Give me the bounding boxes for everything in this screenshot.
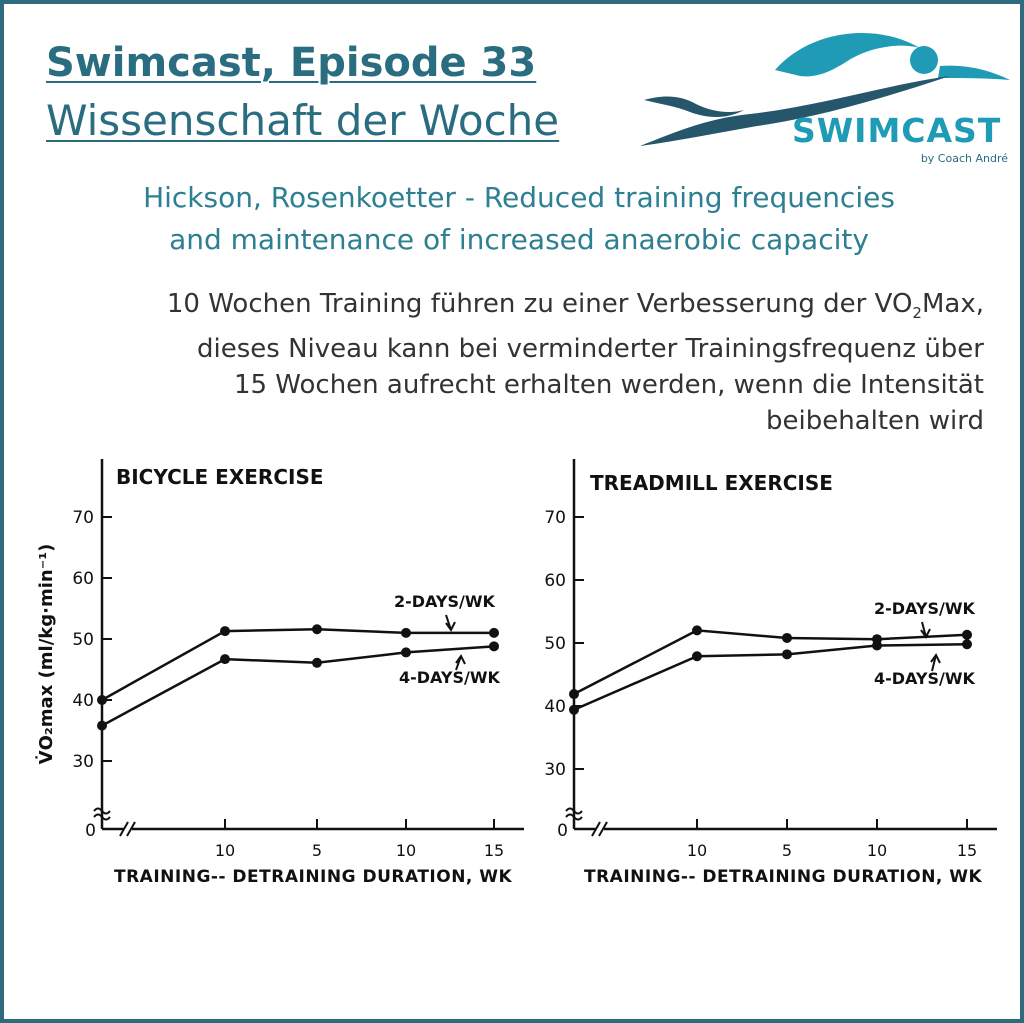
data-point: [401, 647, 411, 658]
y-tick-label: 70: [72, 508, 94, 528]
episode-subtitle: Wissenschaft der Woche: [46, 96, 560, 145]
series-label: 4-DAYS/WK: [874, 669, 976, 688]
x-tick-label: 15: [957, 841, 977, 860]
data-point: [569, 704, 579, 715]
subscript: 2: [912, 304, 922, 323]
logo-tagline: by Coach André: [921, 152, 1008, 165]
x-axis-label: TRAINING-- DETRAINING DURATION, WK: [584, 867, 983, 887]
summary-text: 10 Wochen Training führen zu einer Verbe…: [44, 286, 984, 439]
data-point: [692, 651, 702, 662]
data-point: [782, 632, 792, 643]
summary-line: beibehalten wird: [765, 406, 984, 437]
series-arrowhead: [920, 628, 931, 639]
data-point: [962, 639, 972, 650]
data-point: [97, 695, 107, 705]
y-tick-label: 30: [544, 760, 566, 780]
series-line-2-days: [101, 627, 494, 702]
summary-line: 10 Wochen Training führen zu einer Verbe…: [166, 289, 984, 323]
data-point: [692, 625, 702, 636]
y-tick-label: 50: [72, 630, 94, 650]
y-tick-label: 50: [544, 634, 566, 654]
data-point: [312, 624, 322, 635]
y-tick-label: 70: [544, 508, 566, 528]
y-tick-label: 30: [72, 752, 94, 772]
x-tick-label: 15: [484, 841, 504, 860]
y-tick-label: 40: [72, 691, 94, 711]
data-point: [401, 627, 411, 638]
y-tick-label: 60: [544, 571, 566, 591]
x-tick-label: 5: [782, 841, 792, 860]
chart-2: TREADMILL EXERCISE 0 30 40 50 60 70 10 5 10 15 TRAI…: [544, 459, 997, 887]
data-point: [220, 626, 230, 637]
series-arrow: [931, 654, 937, 672]
data-point: [97, 720, 107, 731]
study-title-line: and maintenance of increased anaerobic c…: [169, 223, 869, 256]
summary-line: 15 Wochen aufrecht erhalten werden, wenn…: [233, 370, 984, 401]
x-axis-label: TRAINING-- DETRAINING DURATION, WK: [114, 867, 513, 887]
x-axis-break: [591, 821, 608, 837]
study-title-line: Hickson, Rosenkoetter - Reduced training…: [143, 181, 895, 214]
logo-wordmark: SWIMCAST: [792, 111, 1001, 150]
x-axis-break: [119, 821, 136, 837]
chart-title: BICYCLE EXERCISE: [116, 465, 324, 489]
y-axis-label: V̇O₂max (ml/kg·min⁻¹): [36, 544, 57, 765]
y-tick-label: 0: [85, 821, 96, 841]
swimcast-logo: SWIMCAST by Coach André: [640, 32, 1010, 165]
series-arrowhead: [930, 653, 941, 664]
series-arrowhead: [445, 621, 456, 632]
study-reference: Hickson, Rosenkoetter - Reduced training…: [44, 177, 994, 261]
series-label: 2-DAYS/WK: [874, 599, 976, 618]
data-point: [312, 657, 322, 668]
data-point: [220, 654, 230, 665]
y-axis-break: [93, 807, 111, 821]
y-tick-label: 60: [72, 569, 94, 589]
series-arrowhead: [455, 654, 466, 665]
chart-title: TREADMILL EXERCISE: [590, 471, 833, 495]
x-tick-label: 10: [867, 841, 887, 860]
data-point: [782, 649, 792, 660]
data-point: [489, 641, 499, 652]
x-tick-label: 10: [687, 841, 707, 860]
y-axis-break: [565, 807, 583, 821]
summary-line: dieses Niveau kann bei verminderter Trai…: [197, 334, 984, 365]
series-label: 2-DAYS/WK: [394, 592, 496, 611]
y-tick-label: 0: [557, 821, 568, 841]
data-point: [872, 640, 882, 651]
swimmer-icon: [640, 32, 1010, 146]
x-tick-label: 10: [215, 841, 235, 860]
series-label: 4-DAYS/WK: [399, 668, 501, 687]
x-tick-label: 5: [312, 841, 322, 860]
data-point: [569, 689, 579, 700]
y-tick-label: 40: [544, 697, 566, 717]
data-point: [962, 629, 972, 640]
chart-1: BICYCLE EXERCISE 0 30 40 50 60 70 10 5 10 15 TRAINI…: [36, 459, 524, 887]
x-tick-label: 10: [396, 841, 416, 860]
data-point: [489, 627, 499, 638]
episode-title: Swimcast, Episode 33: [46, 40, 537, 86]
